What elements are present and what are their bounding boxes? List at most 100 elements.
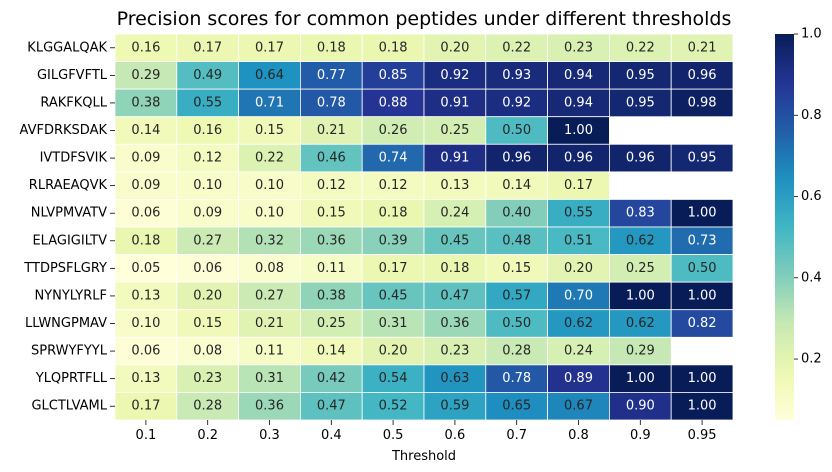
cell-value-label: 0.36 (255, 399, 284, 414)
cell-value-label: 0.17 (131, 399, 160, 414)
x-tick-label: 0.7 (506, 428, 527, 443)
cell-value-label: 0.18 (317, 40, 346, 55)
cell-value-label: 0.10 (131, 316, 160, 331)
cell-value-label: 0.25 (440, 123, 469, 138)
heatmap-cell (670, 281, 734, 311)
cell-value-label: 0.96 (502, 151, 531, 166)
heatmap-cell (485, 364, 548, 393)
heatmap-cell (609, 281, 672, 311)
cell-value-label: 0.15 (502, 261, 531, 276)
cell-value-label: 0.14 (131, 123, 160, 138)
heatmap-cell (670, 392, 734, 421)
heatmap-cell (176, 392, 240, 421)
heatmap-cell (485, 61, 548, 90)
cell-value-label: 0.09 (193, 206, 222, 221)
heatmap-cell (114, 116, 178, 145)
cell-value-label: 0.36 (440, 316, 469, 331)
heatmap-cell (485, 171, 548, 200)
cell-value-label: 0.94 (564, 95, 593, 110)
heatmap-cell (423, 226, 487, 255)
cell-value-label: 0.18 (379, 40, 408, 55)
cell-value-label: 0.08 (193, 344, 222, 359)
cell-value-label: 0.50 (688, 261, 717, 276)
cell-value-label: 0.09 (131, 151, 160, 166)
cell-value-label: 0.13 (440, 178, 469, 193)
heatmap-cell (361, 199, 425, 228)
colorbar-tick-label: 0.8 (801, 108, 822, 123)
cell-value-label: 0.38 (317, 288, 346, 303)
heatmap-cell (238, 88, 301, 118)
cell-value-label: 0.88 (379, 95, 408, 110)
cell-value-label: 0.48 (502, 233, 531, 248)
cell-value-label: 1.00 (626, 288, 655, 303)
y-tick-label: NYNYLYRLF (34, 288, 107, 303)
cell-value-label: 0.95 (688, 151, 717, 166)
heatmap-cell (485, 309, 548, 338)
heatmap-cell (176, 226, 240, 255)
x-tick-label: 0.1 (136, 428, 157, 443)
heatmap-cell (423, 309, 487, 338)
cell-value-label: 0.20 (193, 288, 222, 303)
heatmap-cell (485, 143, 548, 173)
cell-value-label: 0.27 (193, 233, 222, 248)
cell-value-label: 0.10 (255, 178, 284, 193)
cell-value-label: 0.57 (502, 288, 531, 303)
heatmap-cell (547, 364, 610, 393)
cell-value-label: 0.71 (255, 95, 284, 110)
y-tick-label: AVFDRKSDAK (20, 123, 108, 138)
heatmap-cell (423, 364, 487, 393)
cell-value-label: 0.09 (131, 178, 160, 193)
cell-value-label: 0.17 (193, 40, 222, 55)
heatmap-cell (609, 364, 672, 393)
cell-value-label: 0.31 (255, 371, 284, 386)
cell-value-label: 0.91 (440, 151, 469, 166)
y-tick-label: IVTDFSVIK (40, 151, 108, 166)
y-tick-label: KLGGALQAK (27, 40, 107, 55)
heatmap-cell (547, 171, 610, 200)
colorbar-tick-label: 0.4 (801, 270, 822, 285)
heatmap-cell (176, 309, 240, 338)
heatmap-cells: 0.16 0.17 0.17 0.18 0.18 0.20 0.22 0.23 0.22 0.21… (114, 33, 734, 421)
y-tick-label: LLWNGPMAV (25, 316, 107, 331)
cell-value-label: 0.22 (255, 151, 284, 166)
cell-value-label: 0.38 (131, 95, 160, 110)
cell-value-label: 0.16 (193, 123, 222, 138)
y-tick-label: TTDPSFLGRY (23, 261, 107, 276)
cell-value-label: 0.95 (626, 95, 655, 110)
y-tick-label: SPRWYFYYL (31, 344, 108, 359)
heatmap-cell (114, 254, 178, 283)
cell-value-label: 0.10 (193, 178, 222, 193)
y-tick-label: YLQPRTFLL (35, 371, 108, 386)
heatmap-cell (609, 254, 672, 283)
cell-value-label: 1.00 (626, 371, 655, 386)
cell-value-label: 0.83 (626, 206, 655, 221)
heatmap-cell (114, 171, 178, 200)
cell-value-label: 0.47 (440, 288, 469, 303)
cell-value-label: 0.64 (255, 68, 284, 83)
heatmap-cell (238, 199, 301, 228)
cell-value-label: 0.21 (255, 316, 284, 331)
cell-value-label: 0.28 (193, 399, 222, 414)
heatmap-cell (670, 61, 734, 90)
cell-value-label: 0.20 (440, 40, 469, 55)
y-tick-label: RLRAEAQVK (29, 178, 108, 193)
cell-value-label: 0.15 (255, 123, 284, 138)
heatmap-cell (299, 309, 363, 338)
heatmap-cell (609, 392, 672, 421)
heatmap-cell (114, 364, 178, 393)
cell-value-label: 0.67 (564, 399, 593, 414)
heatmap-cell (114, 226, 178, 255)
heatmap-cell (423, 116, 487, 145)
cell-value-label: 0.13 (131, 288, 160, 303)
cell-value-label: 0.62 (626, 233, 655, 248)
heatmap-cell (423, 336, 487, 366)
cell-value-label: 0.25 (317, 316, 346, 331)
cell-value-label: 0.18 (440, 261, 469, 276)
y-tick-labels: KLGGALQAK GILGFVFTL RAKFKQLL AVFDRKSDAK IVTD… (20, 40, 115, 414)
cell-value-label: 1.00 (688, 288, 717, 303)
cell-value-label: 0.16 (131, 40, 160, 55)
x-axis-label: Threshold (391, 449, 456, 464)
x-tick-label: 0.2 (197, 428, 218, 443)
cell-value-label: 0.15 (193, 316, 222, 331)
heatmap-cell (238, 226, 301, 255)
